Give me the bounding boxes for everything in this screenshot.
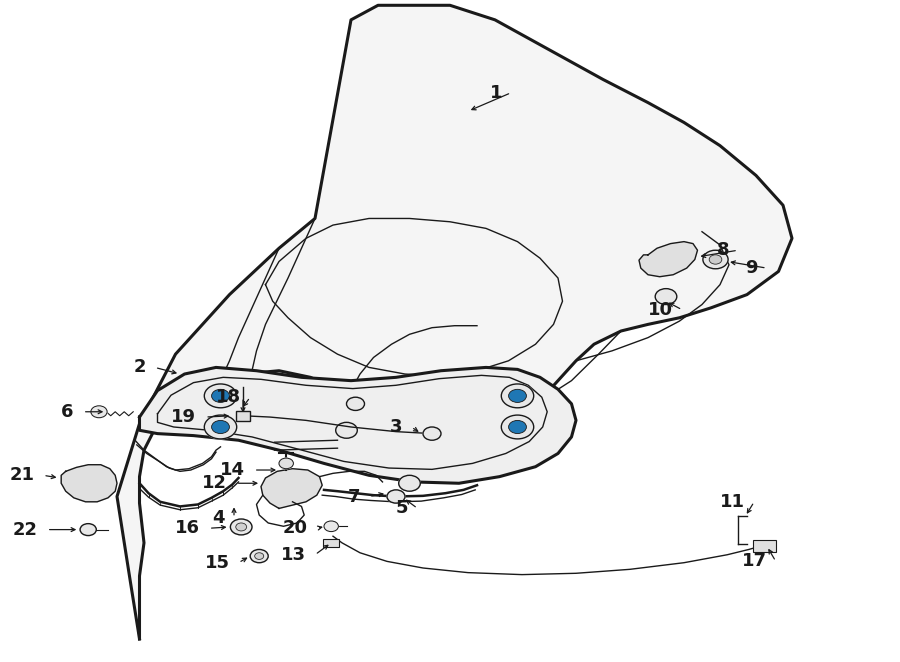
Circle shape: [655, 289, 677, 305]
Text: 6: 6: [61, 402, 74, 421]
Text: 1: 1: [490, 83, 502, 102]
Text: 12: 12: [202, 474, 227, 493]
Text: 2: 2: [133, 358, 146, 377]
Bar: [323, 539, 339, 547]
Text: 11: 11: [720, 493, 745, 511]
Circle shape: [212, 420, 230, 434]
Text: 19: 19: [171, 408, 196, 426]
Circle shape: [709, 255, 722, 264]
Polygon shape: [261, 469, 322, 508]
Text: 16: 16: [175, 519, 200, 538]
Polygon shape: [639, 242, 698, 277]
Circle shape: [80, 524, 96, 536]
Text: 14: 14: [220, 461, 245, 479]
Circle shape: [423, 427, 441, 440]
Text: 4: 4: [212, 508, 225, 527]
Circle shape: [324, 521, 338, 532]
Circle shape: [501, 384, 534, 408]
Circle shape: [279, 458, 293, 469]
Circle shape: [399, 475, 420, 491]
Text: 8: 8: [716, 241, 729, 260]
Circle shape: [255, 553, 264, 559]
Text: 17: 17: [742, 552, 767, 571]
Bar: [753, 540, 776, 552]
Text: 21: 21: [9, 466, 34, 485]
Circle shape: [508, 420, 526, 434]
Circle shape: [91, 406, 107, 418]
Circle shape: [230, 519, 252, 535]
Circle shape: [204, 415, 237, 439]
Circle shape: [703, 250, 728, 269]
Polygon shape: [140, 367, 576, 483]
Polygon shape: [61, 465, 117, 502]
Text: 20: 20: [283, 519, 308, 538]
Circle shape: [508, 389, 526, 402]
Circle shape: [250, 549, 268, 563]
Circle shape: [204, 384, 237, 408]
Circle shape: [346, 397, 364, 410]
Text: 7: 7: [347, 487, 360, 506]
Circle shape: [336, 422, 357, 438]
Circle shape: [387, 490, 405, 503]
Text: 10: 10: [648, 301, 673, 319]
Text: 18: 18: [216, 388, 241, 406]
Text: 3: 3: [390, 418, 402, 436]
Circle shape: [501, 415, 534, 439]
Text: 22: 22: [13, 520, 38, 539]
Text: 5: 5: [396, 499, 409, 518]
Text: 9: 9: [745, 259, 758, 277]
Circle shape: [212, 389, 230, 402]
Text: 13: 13: [281, 545, 306, 564]
FancyBboxPatch shape: [236, 411, 250, 421]
Polygon shape: [117, 5, 792, 639]
Text: 15: 15: [204, 553, 230, 572]
Circle shape: [236, 523, 247, 531]
